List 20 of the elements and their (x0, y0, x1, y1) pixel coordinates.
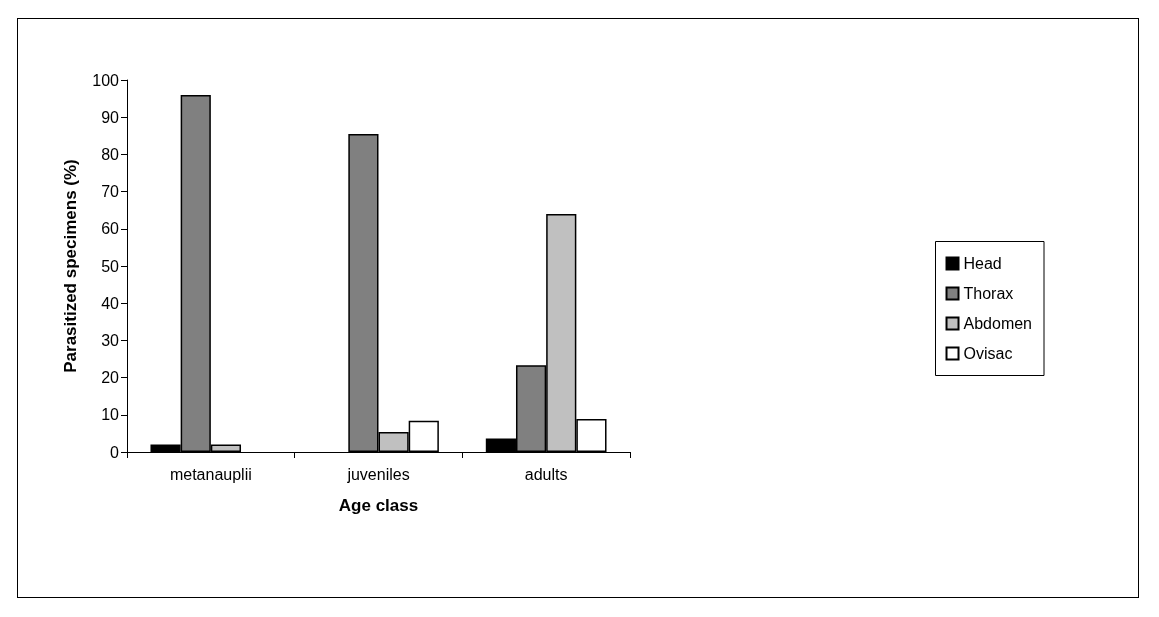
y-axis-title: Parasitized specimens (%) (61, 159, 80, 373)
y-tick-label: 100 (92, 71, 120, 89)
y-tick-label: 70 (101, 183, 120, 201)
x-tick-label: metanauplii (169, 465, 252, 483)
y-tick-label: 60 (101, 220, 120, 238)
x-tick-label: juveniles (346, 465, 410, 483)
y-tick-label: 50 (101, 257, 120, 275)
y-tick-label: 40 (101, 294, 120, 312)
y-tick-label: 0 (110, 443, 120, 461)
legend-label: Thorax (963, 285, 1014, 302)
x-tick-label: adults (524, 465, 568, 483)
legend-label: Head (963, 255, 1002, 272)
legend-label: Abdomen (963, 315, 1033, 332)
y-tick-label: 30 (101, 331, 120, 349)
x-axis-title: Age class (338, 496, 419, 515)
y-tick-label: 20 (101, 369, 120, 387)
y-tick-label: 80 (101, 145, 120, 163)
y-tick-label: 10 (101, 406, 120, 424)
y-tick-label: 90 (101, 108, 120, 126)
legend-label: Ovisac (963, 345, 1013, 362)
